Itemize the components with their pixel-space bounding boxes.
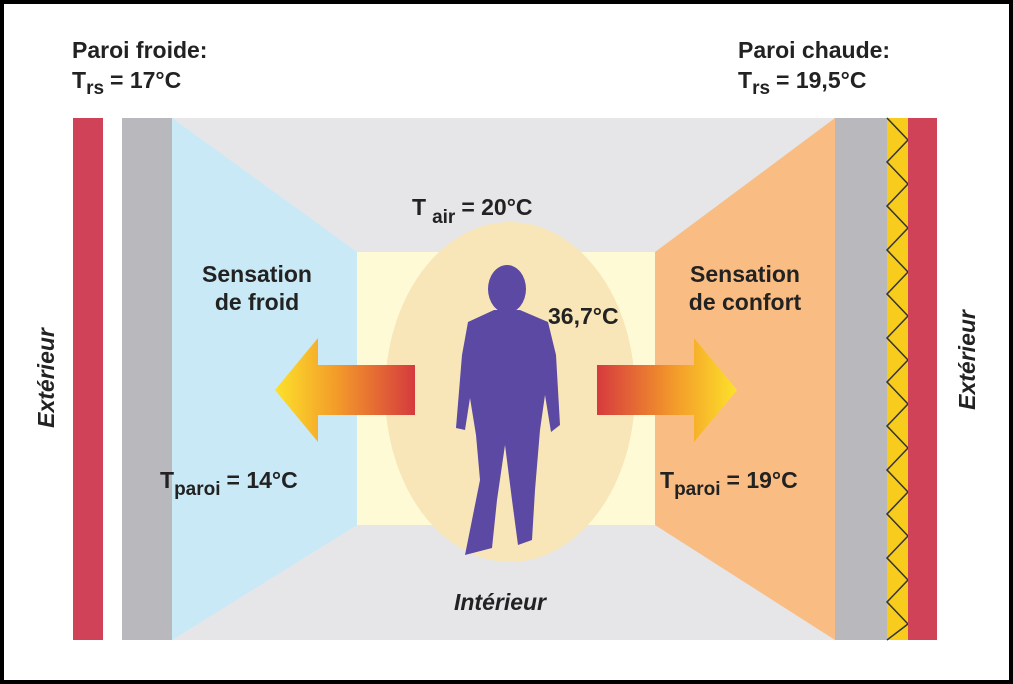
- body-temperature: 36,7°C: [548, 303, 619, 329]
- exterior-left: [73, 118, 103, 640]
- exterior-label-right: Extérieur: [954, 309, 980, 410]
- right-wall-title: Paroi chaude:: [738, 37, 890, 63]
- cold-sensation-line2: de froid: [215, 289, 299, 315]
- warm-wall: [835, 118, 887, 640]
- exterior-label-left: Extérieur: [33, 327, 59, 428]
- left-wall-title: Paroi froide:: [72, 37, 207, 63]
- exterior-right: [908, 118, 937, 640]
- warm-sensation-line2: de confort: [689, 289, 802, 315]
- cold-sensation-line1: Sensation: [202, 261, 312, 287]
- warm-sensation-line1: Sensation: [690, 261, 800, 287]
- cold-wall: [122, 118, 172, 640]
- interior-label: Intérieur: [454, 589, 547, 615]
- diagram: Paroi froide: Trs= 17°C Paroi chaude: Tr…: [0, 0, 1013, 684]
